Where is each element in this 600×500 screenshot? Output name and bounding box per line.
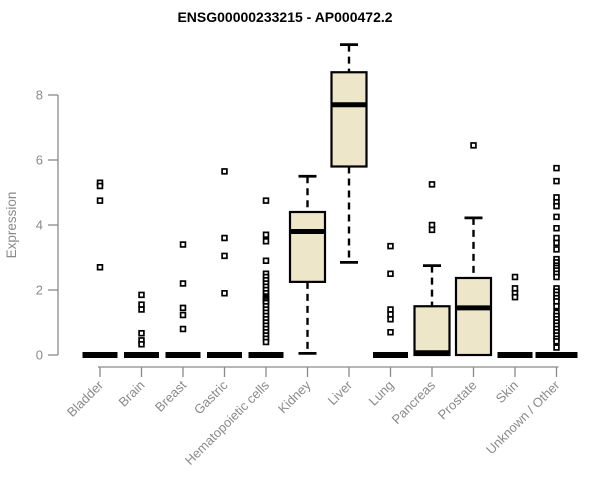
outlier-point bbox=[179, 311, 187, 319]
x-tick-label: Unknown / Other bbox=[483, 377, 563, 457]
outlier-point bbox=[221, 168, 228, 175]
box bbox=[413, 305, 451, 357]
outlier-point bbox=[553, 202, 560, 210]
x-tick-label: Pancreas bbox=[389, 377, 439, 427]
outlier-point bbox=[262, 257, 270, 265]
outlier-point bbox=[553, 177, 560, 185]
collapsed-box bbox=[373, 352, 408, 358]
x-tick-label: Kidney bbox=[275, 377, 314, 416]
outlier-point bbox=[221, 252, 228, 260]
collapsed-box bbox=[124, 352, 159, 358]
x-tick-label: Bladder bbox=[64, 377, 107, 420]
x-tick-label: Brain bbox=[116, 378, 148, 410]
outlier-point bbox=[553, 164, 560, 172]
outlier-point bbox=[553, 239, 560, 247]
y-tick-label: 4 bbox=[36, 218, 43, 233]
box bbox=[330, 71, 368, 168]
y-axis-title: Expression bbox=[4, 192, 19, 259]
outlier-point bbox=[511, 273, 519, 281]
outlier-point bbox=[262, 338, 270, 346]
outlier-point bbox=[179, 280, 187, 287]
outlier-point bbox=[179, 304, 187, 312]
outlier-point bbox=[553, 225, 560, 232]
x-tick-label: Gastric bbox=[191, 377, 231, 417]
collapsed-box bbox=[248, 352, 284, 358]
outlier-point bbox=[470, 142, 477, 149]
collapsed-box bbox=[497, 352, 533, 358]
outlier-point bbox=[553, 246, 560, 253]
collapsed-box bbox=[165, 352, 201, 358]
outlier-point bbox=[387, 242, 394, 250]
outlier-point bbox=[138, 306, 145, 313]
outlier-point bbox=[387, 316, 394, 323]
outlier-point bbox=[96, 197, 104, 204]
x-tick-label: Breast bbox=[152, 377, 189, 414]
chart-title: ENSG00000233215 - AP000472.2 bbox=[177, 9, 392, 25]
y-tick-label: 2 bbox=[36, 283, 43, 298]
box bbox=[288, 210, 327, 283]
outlier-point bbox=[511, 293, 519, 301]
x-tick-label: Lung bbox=[366, 378, 397, 409]
outlier-point bbox=[262, 197, 270, 204]
outlier-point bbox=[179, 325, 187, 333]
outlier-point bbox=[262, 231, 270, 239]
outlier-point bbox=[138, 329, 145, 337]
collapsed-box bbox=[82, 352, 118, 358]
outlier-point bbox=[262, 238, 270, 245]
outlier-point bbox=[553, 213, 560, 221]
box bbox=[454, 276, 493, 357]
outlier-point bbox=[428, 226, 436, 234]
outlier-point bbox=[387, 329, 394, 336]
outlier-point bbox=[428, 181, 436, 188]
outlier-point bbox=[138, 291, 145, 299]
outlier-point bbox=[553, 273, 560, 281]
outlier-point bbox=[221, 290, 228, 297]
x-tick-label: Liver bbox=[325, 377, 356, 408]
outlier-point bbox=[387, 270, 394, 278]
outlier-point bbox=[96, 182, 104, 190]
outlier-point bbox=[553, 338, 560, 345]
collapsed-box bbox=[535, 352, 578, 358]
outlier-point bbox=[221, 234, 228, 242]
box-marks bbox=[82, 43, 578, 358]
x-tick-label: Prostate bbox=[435, 378, 480, 423]
outlier-point bbox=[138, 341, 145, 348]
outlier-point bbox=[553, 344, 560, 351]
y-tick-label: 8 bbox=[36, 88, 43, 103]
outlier-point bbox=[96, 264, 104, 271]
outlier-point bbox=[179, 241, 187, 248]
y-tick-label: 0 bbox=[36, 348, 43, 363]
x-tick-label: Skin bbox=[493, 378, 521, 406]
y-tick-label: 6 bbox=[36, 153, 43, 168]
outlier-point bbox=[553, 303, 560, 310]
collapsed-box bbox=[207, 352, 242, 358]
